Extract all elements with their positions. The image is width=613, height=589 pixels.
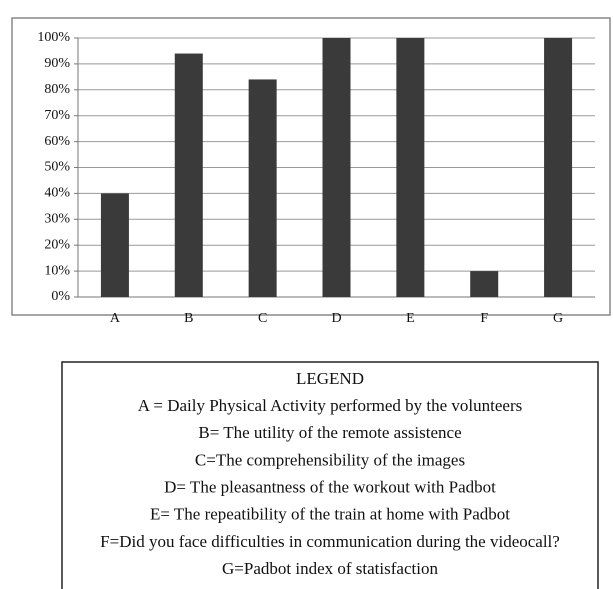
x-tick-label: F <box>480 311 488 326</box>
bar <box>322 38 351 297</box>
legend: LEGEND A = Daily Physical Activity perfo… <box>100 369 560 578</box>
legend-item: D= The pleasantness of the workout with … <box>164 478 496 497</box>
bar <box>100 193 129 297</box>
bar <box>174 53 203 297</box>
legend-item: E= The repeatibility of the train at hom… <box>150 505 510 524</box>
legend-item: G=Padbot index of statisfaction <box>222 559 438 578</box>
y-tick-label: 10% <box>44 263 70 278</box>
y-tick-label: 100% <box>37 30 70 45</box>
y-tick-label: 20% <box>44 237 70 252</box>
x-tick-label: A <box>110 311 121 326</box>
legend-item: B= The utility of the remote assistence <box>198 423 461 442</box>
y-tick-label: 60% <box>44 134 70 149</box>
legend-item: A = Daily Physical Activity performed by… <box>138 396 522 415</box>
y-tick-label: 40% <box>44 186 70 201</box>
x-tick-label: E <box>406 311 415 326</box>
y-tick-label: 30% <box>44 212 70 227</box>
x-tick-label: B <box>184 311 193 326</box>
bar <box>396 38 425 297</box>
y-tick-label: 90% <box>44 56 70 71</box>
y-tick-label: 50% <box>44 160 70 175</box>
legend-item: F=Did you face difficulties in communica… <box>100 532 560 551</box>
bar <box>470 271 499 297</box>
y-tick-label: 0% <box>51 289 70 304</box>
x-tick-label: G <box>553 311 563 326</box>
x-tick-label: D <box>331 311 341 326</box>
legend-item: C=The comprehensibility of the images <box>195 450 465 469</box>
y-tick-label: 70% <box>44 108 70 123</box>
y-tick-label: 80% <box>44 82 70 97</box>
bar <box>248 79 277 297</box>
x-tick-label: C <box>258 311 267 326</box>
legend-box <box>61 361 599 589</box>
bar <box>544 38 573 297</box>
legend-title: LEGEND <box>296 369 364 388</box>
